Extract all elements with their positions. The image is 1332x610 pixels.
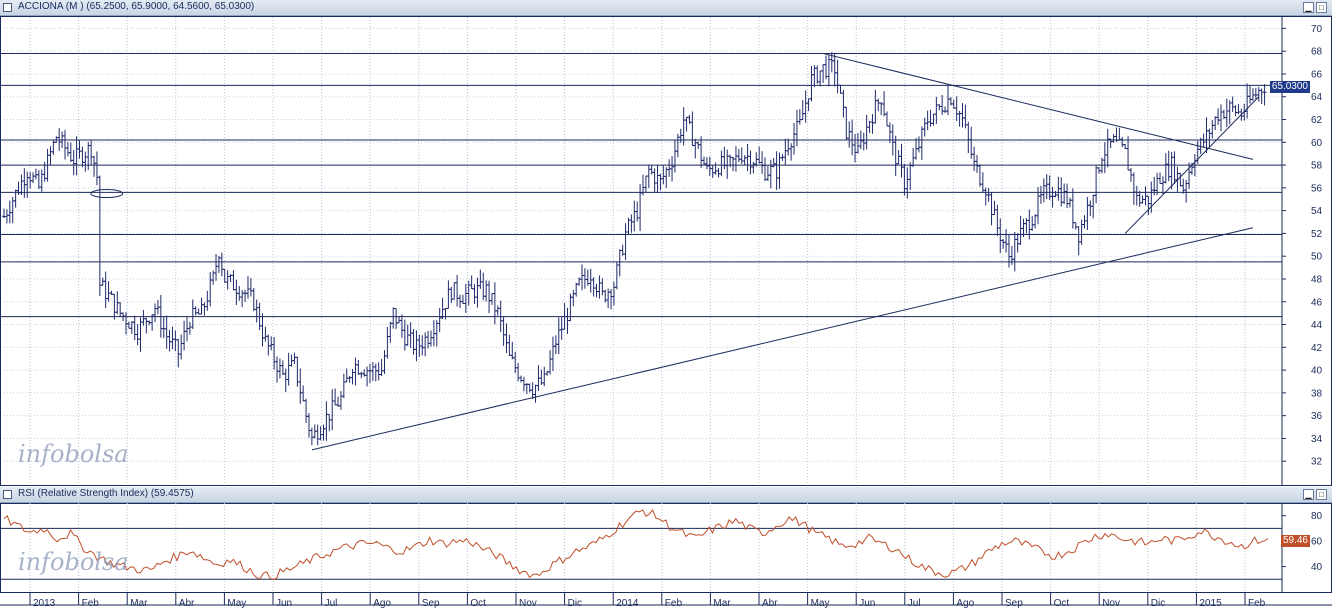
maximize-icon[interactable]: □ [1316,489,1327,500]
date-tick-label: Dic [1151,598,1165,609]
date-tick-label: Mar [713,598,731,609]
price-panel-title: ACCIONA (M ) (65.2500, 65.9000, 64.5600,… [18,1,255,12]
rsi-line [3,509,1269,581]
date-tick-label: 2013 [33,598,56,609]
y-tick-label: 32 [1311,457,1323,468]
minimize-icon[interactable]: ▁ [1303,2,1314,13]
date-tick-label: Ago [956,598,974,609]
y-tick-label: 68 [1311,47,1323,58]
panel-icon [3,490,12,499]
y-tick-label: 58 [1311,161,1323,172]
y-tick-label: 62 [1311,115,1323,126]
date-tick-label: Oct [1054,598,1070,609]
date-tick-label: Jul [325,598,338,609]
date-tick-label: Sep [1005,598,1023,609]
rsi-panel-title: RSI (Relative Strength Index) (59.4575) [18,488,194,499]
date-tick-label: May [811,598,830,609]
maximize-icon[interactable]: □ [1316,2,1327,13]
y-tick-label: 48 [1311,274,1323,285]
y-tick-label: 64 [1311,92,1323,103]
price-panel-frame [0,16,1332,486]
date-tick-label: Jun [276,598,292,609]
date-tick-label: Feb [82,598,100,609]
date-tick-label: Nov [519,598,537,609]
date-tick-label: Dic [568,598,582,609]
date-tick-label: 2015 [1199,598,1222,609]
y-tick-label: 38 [1311,388,1323,399]
rsi-y-tick-label: 60 [1311,537,1323,548]
trendline [822,52,1254,160]
trendline [311,227,1254,451]
y-tick-label: 52 [1311,229,1323,240]
minimize-icon[interactable]: ▁ [1303,489,1314,500]
price-panel-header: ACCIONA (M ) (65.2500, 65.9000, 64.5600,… [0,0,1332,16]
date-tick-label: Jun [859,598,875,609]
date-tick-label: Abr [762,598,778,609]
y-tick-label: 70 [1311,24,1323,35]
watermark: infobolsa [18,440,129,468]
date-tick-label: May [227,598,246,609]
date-tick-label: 2014 [616,598,639,609]
watermark-rsi: infobolsa [18,548,129,576]
y-tick-label: 44 [1311,320,1323,331]
y-tick-label: 54 [1311,206,1323,217]
y-tick-label: 36 [1311,411,1323,422]
y-tick-label: 42 [1311,343,1323,354]
date-tick-label: Sep [422,598,440,609]
rsi-y-tick-label: 80 [1311,511,1323,522]
date-tick-label: Oct [470,598,486,609]
date-tick-label: Abr [179,598,195,609]
y-tick-label: 50 [1311,252,1323,263]
trendline [1124,96,1260,234]
date-tick-label: Feb [665,598,683,609]
annotation-ellipse [90,189,124,199]
rsi-last-value-label: 59.46 [1280,535,1310,547]
y-tick-label: 66 [1311,69,1323,80]
date-tick-label: Feb [1248,598,1266,609]
y-tick-label: 34 [1311,434,1323,445]
y-tick-label: 56 [1311,183,1323,194]
date-tick-label: Ago [373,598,391,609]
y-tick-label: 60 [1311,138,1323,149]
last-price-label: 65.0300 [1269,81,1310,93]
panel-icon [3,3,12,12]
y-tick-label: 46 [1311,297,1323,308]
rsi-y-tick-label: 40 [1311,562,1323,573]
date-tick-label: Nov [1102,598,1120,609]
date-tick-label: Mar [130,598,148,609]
date-tick-label: Jul [908,598,921,609]
y-tick-label: 40 [1311,366,1323,377]
rsi-panel-header: RSI (Relative Strength Index) (59.4575) … [0,487,1332,503]
